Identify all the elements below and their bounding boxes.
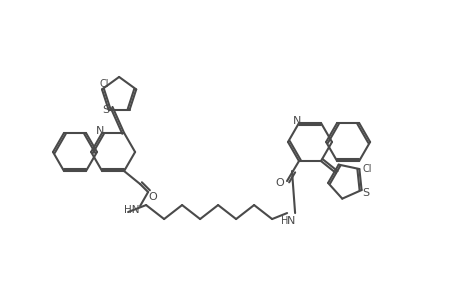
Text: O: O <box>275 178 284 188</box>
Text: O: O <box>148 192 157 202</box>
Text: H: H <box>281 216 288 226</box>
Text: N: N <box>96 126 104 136</box>
Text: N: N <box>286 216 295 226</box>
Text: S: S <box>102 104 109 115</box>
Text: Cl: Cl <box>99 80 108 89</box>
Text: HN: HN <box>124 205 140 215</box>
Text: N: N <box>292 116 301 126</box>
Text: Cl: Cl <box>362 164 371 174</box>
Text: S: S <box>361 188 369 198</box>
